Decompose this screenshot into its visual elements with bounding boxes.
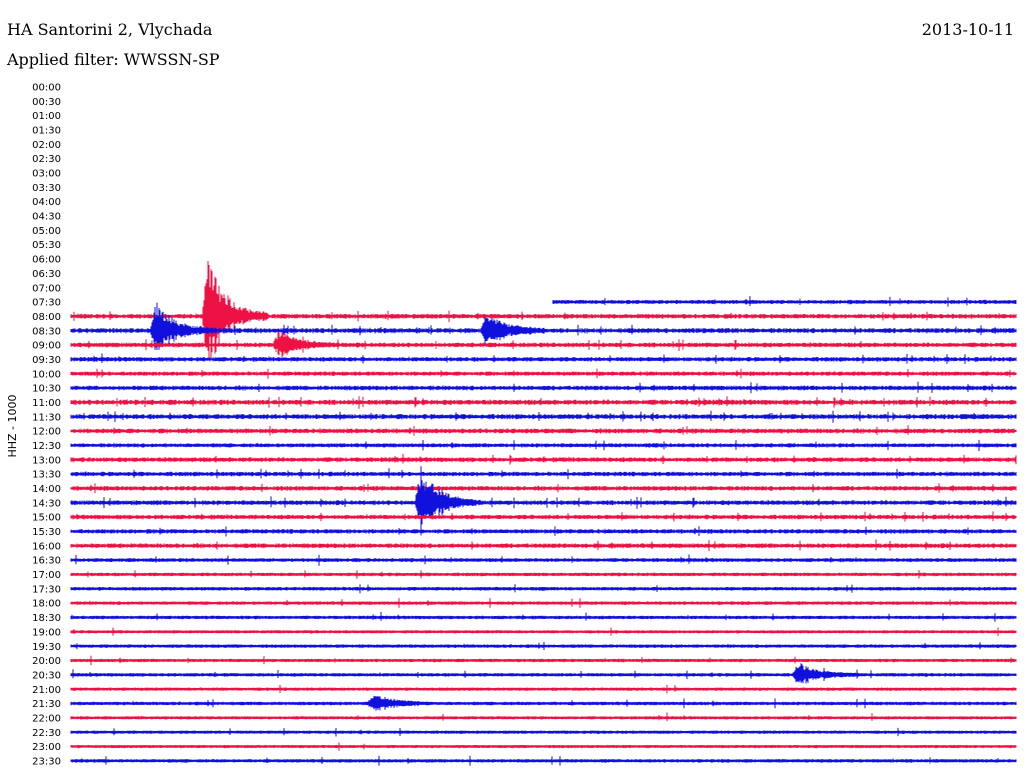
row-label: 12:30 [32,441,61,452]
row-label: 18:00 [32,599,61,610]
row-label: 03:00 [32,169,61,180]
row-label: 22:00 [32,713,61,724]
row-label: 02:00 [32,140,61,151]
row-label: 05:30 [32,240,61,251]
row-label: 13:30 [32,470,61,481]
row-label: 19:30 [32,642,61,653]
row-label: 16:00 [32,541,61,552]
row-label: 08:30 [32,326,61,337]
row-label: 08:00 [32,312,61,323]
filter-label: Applied filter: WWSSN-SP [7,50,220,69]
row-label: 20:30 [32,670,61,681]
row-label: 15:30 [32,527,61,538]
row-label: 11:00 [32,398,61,409]
row-label: 22:30 [32,728,61,739]
row-label: 09:30 [32,355,61,366]
row-label: 16:30 [32,556,61,567]
row-label: 06:00 [32,255,61,266]
row-label: 03:30 [32,183,61,194]
row-label: 19:00 [32,627,61,638]
row-label: 10:00 [32,369,61,380]
row-label: 01:00 [32,111,61,122]
row-label: 04:30 [32,212,61,223]
row-label: 11:30 [32,412,61,423]
row-label: 02:30 [32,154,61,165]
row-label: 04:00 [32,197,61,208]
station-title: HA Santorini 2, Vlychada [7,20,213,39]
row-label: 21:00 [32,685,61,696]
y-axis-label: HHZ - 1000 [6,394,19,457]
row-label: 00:00 [32,83,61,94]
row-label: 09:00 [32,341,61,352]
row-label: 23:30 [32,756,61,767]
row-label: 17:30 [32,584,61,595]
row-label: 01:30 [32,126,61,137]
trace-0730 [552,296,1017,307]
trace-2030 [70,663,1017,684]
row-label: 00:30 [32,97,61,108]
row-label: 10:30 [32,384,61,395]
row-label: 15:00 [32,513,61,524]
row-label: 14:00 [32,484,61,495]
row-labels: 00:00 00:30 01:00 01:30 02:00 02:30 03:00 03:30… [32,83,61,768]
row-label: 17:00 [32,570,61,581]
trace-1430 [70,466,1017,536]
trace-2200 [70,712,1017,722]
row-label: 06:30 [32,269,61,280]
row-label: 23:00 [32,742,61,753]
row-label: 07:30 [32,298,61,309]
trace-0930 [70,353,1017,364]
row-label: 14:30 [32,498,61,509]
row-label: 12:00 [32,427,61,438]
row-label: 05:00 [32,226,61,237]
row-label: 20:00 [32,656,61,667]
row-label: 13:00 [32,455,61,466]
record-date: 2013-10-11 [921,20,1014,39]
row-label: 21:30 [32,699,61,710]
row-label: 07:00 [32,283,61,294]
seismic-traces [70,261,1017,766]
row-label: 18:30 [32,613,61,624]
